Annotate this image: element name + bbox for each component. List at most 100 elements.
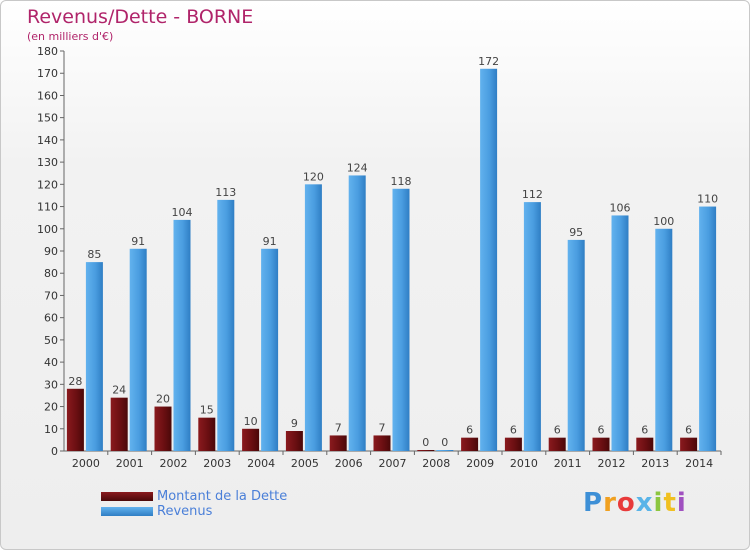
bar-revenus-2007 — [392, 188, 410, 451]
y-tick-label: 30 — [44, 378, 58, 391]
x-tick-label: 2003 — [203, 457, 231, 470]
data-label-revenus-2005: 120 — [303, 170, 324, 183]
bar-revenus-2006 — [348, 175, 366, 451]
logo-letter: i — [653, 488, 664, 518]
y-tick-label: 0 — [51, 445, 58, 458]
data-label-revenus-2012: 106 — [610, 201, 631, 214]
data-label-revenus-2014: 110 — [697, 193, 718, 206]
y-tick-label: 130 — [37, 156, 58, 169]
data-label-dette-2002: 20 — [156, 393, 170, 406]
data-label-dette-2003: 15 — [200, 404, 214, 417]
legend-label-revenus: Revenus — [157, 504, 213, 519]
data-label-dette-2004: 10 — [244, 415, 258, 428]
data-label-revenus-2002: 104 — [172, 206, 193, 219]
bar-dette-2006 — [329, 435, 347, 451]
x-tick-label: 2013 — [641, 457, 669, 470]
data-label-dette-2006: 7 — [335, 421, 342, 434]
bar-chart: 0102030405060708090100110120130140150160… — [37, 45, 722, 470]
bar-dette-2002 — [154, 406, 172, 451]
y-tick-label: 40 — [44, 356, 58, 369]
bar-revenus-2013 — [655, 228, 673, 451]
y-tick-label: 60 — [44, 312, 58, 325]
proxiti-logo: Proxiti — [583, 488, 687, 518]
x-tick-label: 2000 — [72, 457, 100, 470]
x-tick-label: 2014 — [685, 457, 713, 470]
bar-revenus-2012 — [611, 215, 629, 451]
y-tick-label: 150 — [37, 112, 58, 125]
data-label-dette-2012: 6 — [598, 424, 605, 437]
data-label-dette-2008: 0 — [422, 436, 429, 449]
bar-revenus-2000 — [85, 262, 103, 451]
y-tick-label: 140 — [37, 134, 58, 147]
bar-dette-2009 — [461, 437, 479, 451]
bar-revenus-2011 — [567, 239, 585, 451]
bar-revenus-2005 — [304, 184, 322, 452]
legend-swatch-revenus — [101, 507, 153, 516]
y-axis: 0 10 20 30 40 50 60 70 80 90 100 110 120 130 140 150 160… — [37, 45, 65, 458]
bar-revenus-2002 — [173, 219, 191, 451]
y-tick-label: 70 — [44, 289, 58, 302]
bar-revenus-2001 — [129, 248, 147, 451]
data-label-dette-2014: 6 — [685, 424, 692, 437]
y-tick-label: 50 — [44, 334, 58, 347]
bar-dette-2012 — [592, 437, 610, 451]
data-label-dette-2011: 6 — [554, 424, 561, 437]
bar-revenus-2010 — [523, 202, 541, 451]
data-label-revenus-2000: 85 — [87, 248, 101, 261]
bar-dette-2011 — [548, 437, 566, 451]
y-tick-label: 100 — [37, 223, 58, 236]
y-tick-label: 170 — [37, 67, 58, 80]
bar-dette-2001 — [110, 397, 128, 451]
legend-item-dette: Montant de la Dette — [101, 488, 288, 504]
bar-revenus-2003 — [217, 199, 235, 451]
bar-dette-2000 — [66, 388, 84, 451]
data-label-dette-2005: 9 — [291, 417, 298, 430]
logo-letter: P — [583, 488, 604, 518]
data-label-dette-2000: 28 — [68, 375, 82, 388]
x-tick-label: 2011 — [554, 457, 582, 470]
x-tick-label: 2012 — [598, 457, 626, 470]
x-tick-label: 2004 — [247, 457, 275, 470]
bar-dette-2005 — [285, 431, 303, 451]
x-tick-label: 2007 — [379, 457, 407, 470]
x-tick-label: 2005 — [291, 457, 319, 470]
x-tick-label: 2008 — [422, 457, 450, 470]
data-label-revenus-2004: 91 — [263, 235, 277, 248]
data-label-revenus-2013: 100 — [653, 215, 674, 228]
legend-item-revenus: Revenus — [101, 503, 287, 519]
y-tick-label: 180 — [37, 45, 58, 58]
data-label-dette-2010: 6 — [510, 424, 517, 437]
bar-revenus-2009 — [480, 68, 498, 452]
bar-dette-2013 — [636, 437, 654, 451]
y-tick-label: 120 — [37, 178, 58, 191]
data-label-revenus-2009: 172 — [478, 55, 499, 68]
bar-revenus-2008 — [436, 450, 454, 451]
bar-revenus-2004 — [261, 248, 279, 451]
logo-letter: t — [663, 488, 677, 518]
bar-dette-2010 — [504, 437, 522, 451]
logo-letter: i — [676, 488, 687, 518]
bar-dette-2007 — [373, 435, 391, 451]
bar-dette-2014 — [680, 437, 698, 451]
x-tick-label: 2001 — [116, 457, 144, 470]
y-tick-label: 20 — [44, 401, 58, 414]
data-label-dette-2007: 7 — [379, 421, 386, 434]
data-label-dette-2009: 6 — [466, 424, 473, 437]
x-tick-label: 2010 — [510, 457, 538, 470]
data-label-revenus-2007: 118 — [391, 175, 412, 188]
y-tick-label: 10 — [44, 423, 58, 436]
data-label-revenus-2008: 0 — [441, 436, 448, 449]
legend-swatch-dette — [101, 492, 153, 501]
logo-letter: r — [603, 488, 617, 518]
y-tick-label: 110 — [37, 201, 58, 214]
data-label-revenus-2010: 112 — [522, 188, 543, 201]
data-label-revenus-2006: 124 — [347, 161, 368, 174]
y-tick-label: 80 — [44, 267, 58, 280]
legend-label-dette: Montant de la Dette — [157, 489, 288, 504]
x-axis: 2000 2001 2002 2003 2004 2005 2006 2007 2008 2009… — [64, 450, 722, 470]
data-label-revenus-2003: 113 — [215, 186, 236, 199]
chart-title: Revenus/Dette - BORNE — [27, 6, 254, 28]
chart-subtitle: (en milliers d'€) — [27, 30, 114, 43]
